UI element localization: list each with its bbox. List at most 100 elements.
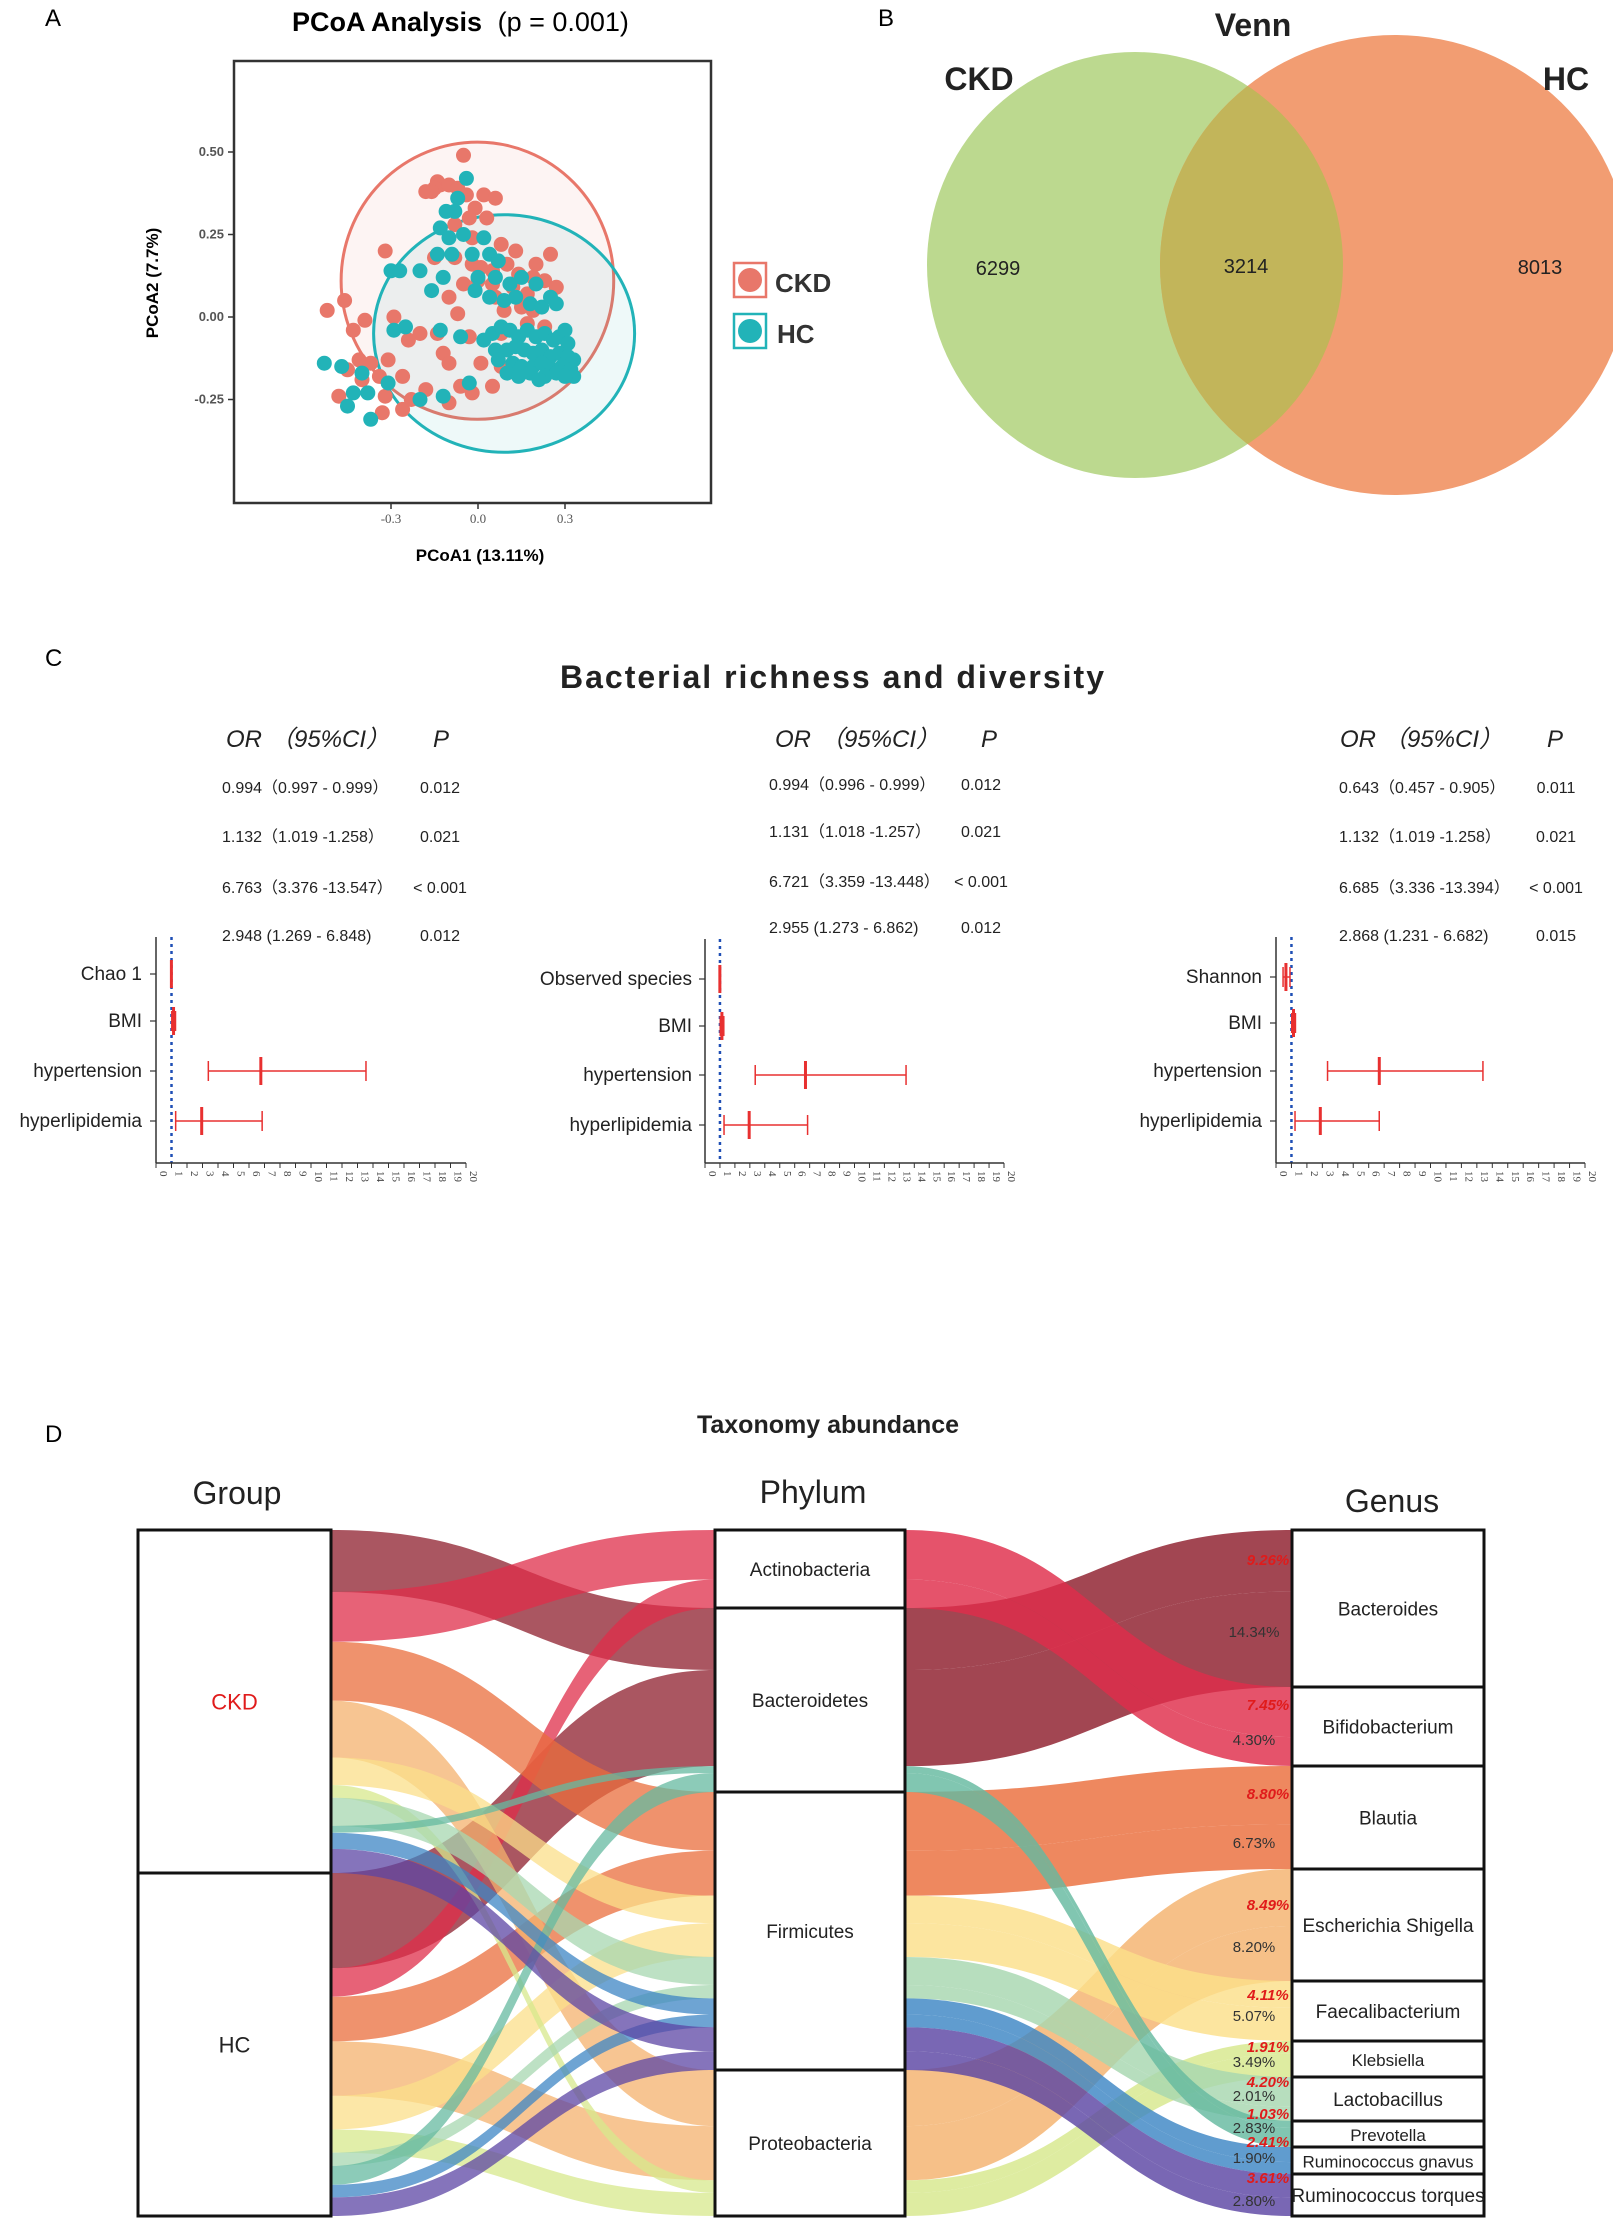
forest-xtick-label: 18 [436,1171,448,1183]
sankey-hc-percent: 8.20% [1233,1939,1276,1956]
pcoa-point-hc [534,355,550,371]
pcoa-point-ckd [337,293,353,308]
sankey-title: Taxonomy abundance [697,1411,959,1439]
forest-xtick-label: 5 [1354,1171,1366,1177]
forest-xtick-label: 19 [990,1171,1002,1183]
pcoa-point-ckd [473,355,489,371]
forest-header-ci: （95%CI） [1383,726,1503,753]
venn-overlap-count: 3214 [1224,256,1269,278]
pcoa-point-ckd [487,190,503,206]
pcoa-point-hc [345,385,361,401]
pcoa-point-hc [502,276,518,292]
sankey-flow-phylum-genus [905,2014,1292,2174]
forest-row-label: BMI [658,1016,692,1037]
sankey-phylum-node [713,2068,907,2218]
sankey-ckd-percent: 1.91% [1247,2039,1290,2056]
forest-row-label: BMI [1228,1013,1262,1034]
forest-xtick-label: 5 [235,1171,247,1177]
pcoa-point-ckd [377,388,393,404]
sankey-ckd-percent: 9.26% [1247,1552,1290,1569]
forest-header-p: P [981,726,997,753]
forest-xtick-label: 16 [945,1171,957,1183]
pcoa-point-hc [392,263,408,279]
forest-ci-text: 0.994（0.997 - 0.999） [222,779,388,797]
pcoa-point-hc [461,375,477,391]
pcoa-ylabel: PCoA2 (7.7%) [143,228,162,339]
sankey-flow-phylum-genus [905,1923,1292,2041]
sankey-genus-label: Faecalibacterium [1316,2002,1461,2023]
sankey-ckd-percent: 4.11% [1246,1987,1288,2004]
pcoa-point-hc [354,365,370,381]
forest-header-ci: （95%CI） [820,726,940,753]
forest-xtick-label: 20 [467,1171,479,1183]
forest-header-ci: （95%CI） [270,726,390,753]
sankey-ckd-percent: 8.80% [1247,1786,1290,1803]
sankey-flow-phylum-genus [905,1956,1292,2107]
pcoa-point-hc [467,283,483,299]
sankey-flow-phylum-genus [905,1530,1292,1671]
forest-header-or: OR [226,726,262,753]
forest-xtick-label: 10 [312,1171,324,1183]
pcoa-point-ckd [345,322,361,338]
sankey-flow-group-phylum [331,1670,715,1969]
sankey-genus-node [1290,1867,1486,1983]
forest-xtick-label: 14 [1493,1171,1505,1183]
forest-xtick-label: 3 [204,1171,216,1177]
forest-xtick-label: 9 [841,1171,853,1177]
forest-row-label: hypertension [583,1065,692,1086]
sankey-flows [331,1530,1292,2216]
forest-xtick-label: 1 [1292,1171,1304,1177]
forest-xtick-label: 15 [930,1171,942,1183]
sankey-col-phylum: Phylum [760,1474,867,1510]
panel-c-label: C [45,645,62,672]
sankey-flow-group-phylum [331,1985,715,2167]
sankey-group-label: HC [219,2033,251,2058]
forest-p-value: 0.012 [420,780,460,797]
forest-xtick-label: 19 [1571,1171,1583,1183]
sankey-flow-group-phylum [331,1848,715,2052]
pcoa-title-main: PCoA Analysis [292,7,482,37]
pcoa-point-hc [490,253,506,269]
sankey-hc-percent: 5.07% [1233,2008,1276,2025]
forest-ci-text: 6.763（3.376 -13.547） [222,879,393,897]
forest-xtick-label: 6 [796,1171,808,1177]
forest-xtick-label: 16 [405,1171,417,1183]
pcoa-point-ckd [456,276,471,292]
pcoa-point-hc [528,276,544,292]
forest-xtick-label: 0 [157,1171,169,1177]
pcoa-point-ckd [331,388,347,404]
pcoa-point-hc [490,352,506,368]
forest-plot-2: OR （95%CI） P0 1 2 3 4 5 6 7 8 9 10 11 12 13 14 15 16 17 18 19… [540,726,1017,1183]
panel-a: A PCoA Analysis (p = 0.001) -0.3 0.0 0.3 0.… [45,5,831,565]
sankey-genus-node [1290,2145,1486,2176]
sankey-group-label: CKD [211,1690,257,1715]
pcoa-point-ckd [476,187,492,203]
pcoa-point-ckd [412,326,428,341]
forest-xtick-label: 18 [975,1171,987,1183]
legend-ckd-label: CKD [775,268,831,298]
forest-p-value: 0.011 [1537,780,1576,797]
sankey-hc-percent: 4.30% [1233,1732,1276,1749]
legend-ckd-marker [738,268,762,292]
sankey-flow-group-phylum [331,2014,715,2198]
forest-p-value: 0.015 [1536,928,1576,945]
pcoa-point-hc [487,269,503,285]
pcoa-point-ckd [395,368,411,384]
pcoa-title-p: (p = 0.001) [498,7,629,37]
forest-xtick-label: 6 [250,1171,262,1177]
forest-xtick-label: 13 [900,1171,912,1183]
panel-c: C Bacterial richness and diversity OR （95… [19,645,1598,1183]
pcoa-point-ckd [543,246,558,262]
forest-header-or: OR [1340,726,1376,753]
forest-xtick-label: 17 [960,1171,972,1183]
sankey-phylum-label: Proteobacteria [748,2134,872,2155]
sankey-genus-label: Klebsiella [1352,2051,1425,2070]
sankey-flow-group-phylum [331,1641,715,1851]
forest-xtick-label: 10 [1432,1171,1444,1183]
forest-ci-text: 6.721（3.359 -13.448） [769,873,940,891]
pcoa-point-ckd [450,306,466,322]
sankey-ckd-percent: 3.61% [1247,2170,1290,2187]
pcoa-point-hc [386,322,402,338]
sankey-flow-group-phylum [331,2129,715,2216]
pcoa-point-ckd [418,184,434,200]
